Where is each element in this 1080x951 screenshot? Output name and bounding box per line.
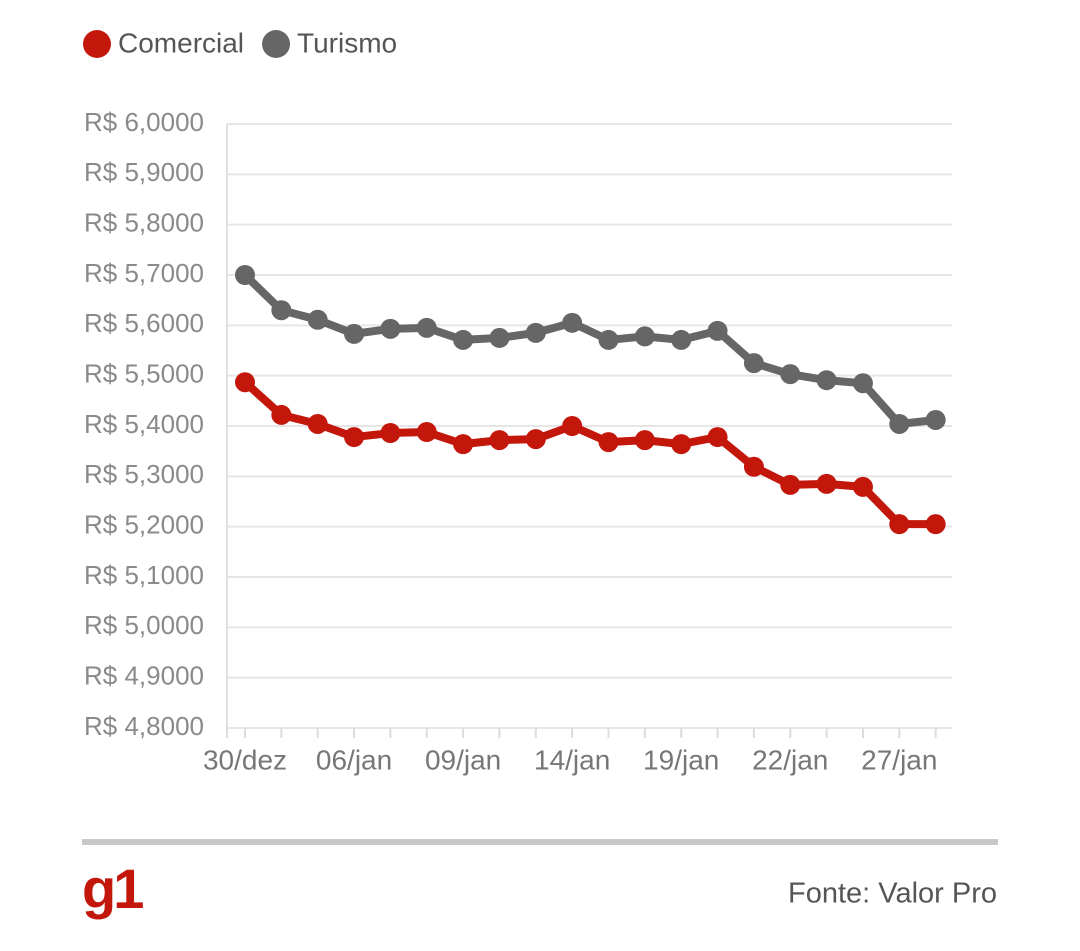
point bbox=[525, 429, 546, 450]
point bbox=[307, 309, 328, 330]
legend-marker bbox=[262, 30, 291, 58]
point bbox=[453, 329, 474, 350]
y-tick-label: R$ 5,9000 bbox=[84, 157, 204, 187]
point bbox=[889, 413, 910, 434]
x-tick-label: 14/jan bbox=[534, 744, 610, 775]
point bbox=[380, 423, 401, 444]
source: Fonte: Valor Pro bbox=[788, 878, 997, 910]
point bbox=[707, 320, 728, 341]
y-tick-label: R$ 5,2000 bbox=[84, 510, 204, 540]
point bbox=[816, 473, 837, 494]
y-tick-label: R$ 4,9000 bbox=[84, 661, 204, 691]
point bbox=[416, 317, 437, 338]
point bbox=[780, 364, 801, 385]
point bbox=[852, 373, 873, 394]
series-line bbox=[242, 272, 937, 428]
y-tick-label: R$ 6,0000 bbox=[84, 107, 204, 137]
y-tick-label: R$ 5,3000 bbox=[84, 459, 204, 489]
point bbox=[271, 404, 292, 425]
point bbox=[380, 318, 401, 339]
point bbox=[634, 326, 655, 347]
point bbox=[562, 312, 583, 333]
point bbox=[634, 430, 655, 451]
y-tick-label: R$ 5,1000 bbox=[84, 560, 204, 590]
x-tick-label: 06/jan bbox=[316, 744, 392, 775]
point bbox=[235, 265, 255, 285]
point bbox=[307, 413, 328, 434]
y-tick-label: R$ 5,8000 bbox=[84, 208, 204, 238]
y-tick-label: R$ 4,8000 bbox=[84, 711, 204, 741]
point bbox=[598, 432, 619, 453]
point bbox=[816, 370, 837, 391]
x-tick-label: 22/jan bbox=[752, 744, 828, 775]
point bbox=[707, 427, 728, 448]
point bbox=[344, 427, 365, 448]
logo: g1 bbox=[82, 857, 143, 920]
point bbox=[889, 514, 910, 535]
y-tick-label: R$ 5,4000 bbox=[84, 409, 204, 439]
legend-label: Comercial bbox=[118, 27, 244, 58]
point bbox=[852, 476, 873, 497]
x-tick-label: 27/jan bbox=[861, 744, 937, 775]
point bbox=[453, 434, 474, 455]
point bbox=[562, 416, 583, 436]
series-line bbox=[242, 379, 936, 529]
x-tick-label: 09/jan bbox=[425, 744, 501, 775]
point bbox=[743, 456, 764, 477]
y-tick-label: R$ 5,5000 bbox=[84, 359, 204, 389]
y-tick-label: R$ 5,6000 bbox=[84, 308, 204, 338]
point bbox=[671, 434, 692, 455]
legend-label: Turismo bbox=[297, 27, 397, 58]
point bbox=[671, 329, 692, 350]
point bbox=[489, 327, 510, 348]
point bbox=[344, 323, 365, 344]
point bbox=[925, 409, 946, 430]
point bbox=[925, 514, 946, 535]
legend-marker bbox=[83, 30, 111, 58]
x-tick-label: 30/dez bbox=[203, 744, 287, 775]
x-tick-label: 19/jan bbox=[643, 744, 719, 775]
point bbox=[235, 372, 255, 393]
point bbox=[525, 322, 546, 343]
y-tick-label: R$ 5,7000 bbox=[84, 258, 204, 288]
point bbox=[489, 430, 510, 451]
point bbox=[780, 474, 801, 495]
point bbox=[416, 422, 437, 443]
point bbox=[743, 353, 764, 374]
y-tick-label: R$ 5,0000 bbox=[84, 610, 204, 640]
point bbox=[598, 329, 619, 350]
point bbox=[271, 300, 292, 321]
